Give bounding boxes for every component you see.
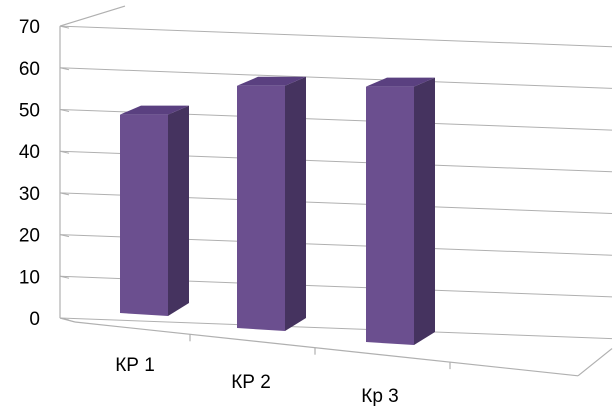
gridline-7 <box>59 25 613 48</box>
gridline-6 <box>59 67 613 89</box>
bar-front-1 <box>120 114 168 317</box>
y-tick-label-0: 0 <box>29 309 40 330</box>
y-tick-label-7: 70 <box>19 17 40 38</box>
y-tick-label-1: 10 <box>19 267 40 288</box>
bar-3 <box>366 77 435 345</box>
bar-side-1 <box>168 105 189 317</box>
y-tick-labels: 0 10 20 30 40 50 60 70 <box>19 17 40 330</box>
floor-right-edge <box>577 348 613 377</box>
bar-2 <box>237 76 306 331</box>
bar-top-1 <box>120 105 189 115</box>
x-tick-label-3: Кр 3 <box>361 386 398 407</box>
y-tick-label-6: 60 <box>19 59 40 80</box>
y-tick-label-2: 20 <box>19 226 40 247</box>
bar-1 <box>120 105 189 317</box>
floor-left-edge <box>59 317 76 323</box>
bar-front-3 <box>366 86 414 345</box>
x-tick-label-2: КР 2 <box>231 372 271 393</box>
floor-front-edge <box>74 321 579 377</box>
bar-side-2 <box>285 76 306 331</box>
y-tick-label-3: 30 <box>19 184 40 205</box>
y-tick-label-4: 40 <box>19 142 40 163</box>
bar-top-3 <box>366 77 435 87</box>
gridline-0 <box>59 317 613 340</box>
bar-front-2 <box>237 85 285 331</box>
x-tick-label-1: КР 1 <box>115 355 155 376</box>
x-tick-labels: КР 1 КР 2 Кр 3 <box>115 355 399 407</box>
y-tick-label-5: 50 <box>19 101 40 122</box>
wall-top-edge <box>59 5 126 27</box>
bar-side-3 <box>414 77 435 345</box>
bars <box>120 76 435 345</box>
bar-top-2 <box>237 76 306 86</box>
axes <box>59 5 613 377</box>
